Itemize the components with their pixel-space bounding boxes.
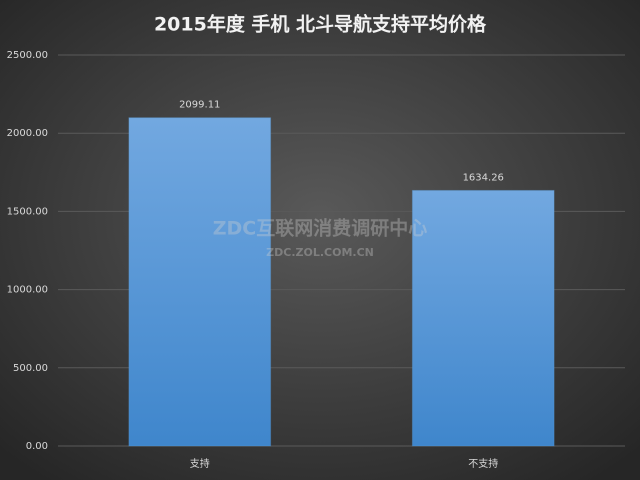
- watermark: ZDC.ZOL.COM.CN: [266, 246, 374, 259]
- data-label: 2099.11: [179, 100, 220, 111]
- watermark: ZDC互联网消费调研中心: [213, 217, 428, 240]
- bar: [411, 189, 555, 447]
- bar: [128, 117, 272, 447]
- x-tick-label: 支持: [190, 457, 210, 470]
- x-tick-label: 不支持: [468, 457, 498, 470]
- y-tick-label: 0.00: [26, 441, 48, 452]
- y-tick-label: 1000.00: [7, 285, 48, 296]
- y-tick-label: 2000.00: [7, 128, 48, 139]
- y-tick-label: 2500.00: [7, 50, 48, 61]
- data-label: 1634.26: [463, 172, 504, 183]
- chart-title: 2015年度 手机 北斗导航支持平均价格: [154, 13, 487, 36]
- y-tick-label: 500.00: [13, 363, 48, 374]
- y-tick-label: 1500.00: [7, 206, 48, 217]
